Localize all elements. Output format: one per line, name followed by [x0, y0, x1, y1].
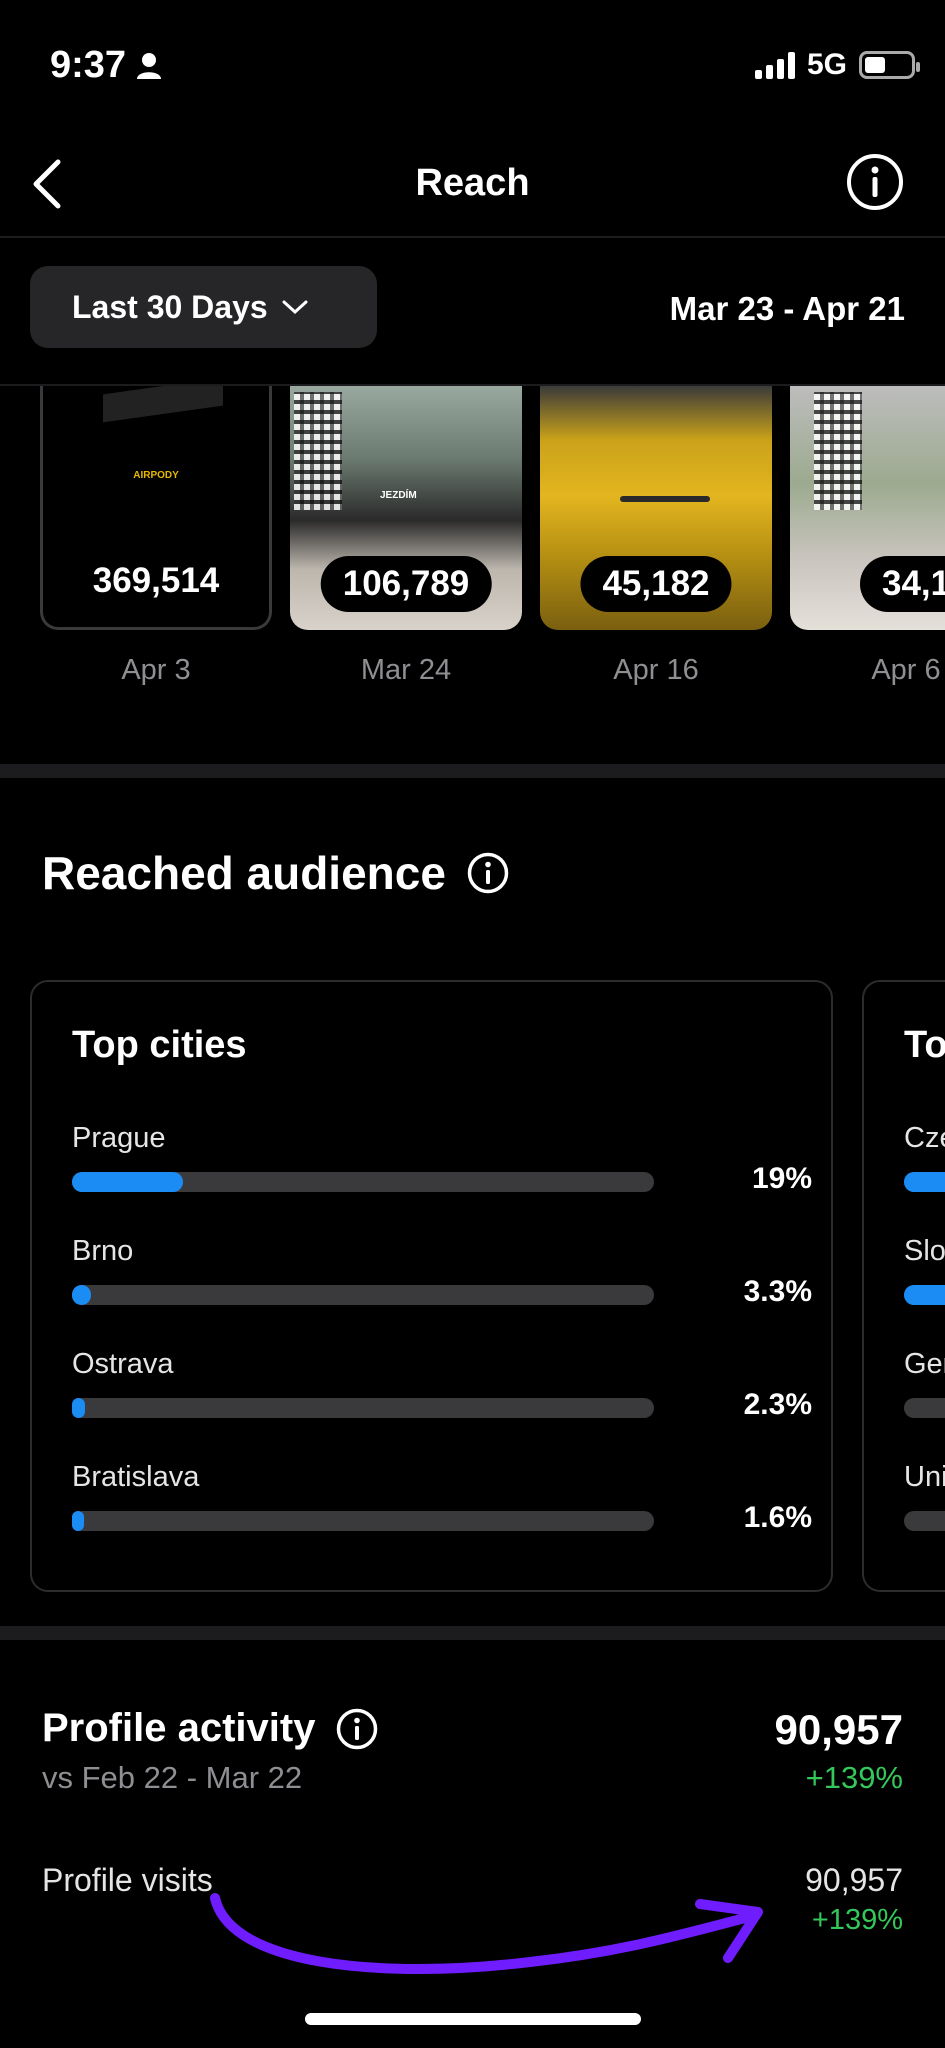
country-bar-fill	[904, 1285, 945, 1305]
country-bar-track	[904, 1285, 945, 1305]
thumbnail-card[interactable]: AIRPODY 369,514	[40, 386, 272, 630]
network-label: 5G	[806, 48, 847, 81]
profile-visits-value: 90,957	[805, 1862, 903, 1898]
top-cities-card: Top cities Prague 19% Brno 3.3% Ostrava …	[30, 980, 833, 1592]
person-icon	[137, 52, 162, 79]
city-label: Ostrava	[72, 1348, 174, 1380]
thumbnail-date: Apr 16	[613, 654, 699, 686]
city-label: Brno	[72, 1235, 134, 1267]
card-title: Top cities	[72, 1024, 247, 1066]
city-row: Brno 3.3%	[72, 1235, 812, 1308]
content-thumbnails: AIRPODY 369,514 Apr 3 JEZDÍM 106,789 Mar…	[0, 384, 945, 704]
city-label: Bratislava	[72, 1461, 200, 1493]
city-label: Prague	[72, 1122, 166, 1154]
profile-activity-total: 90,957	[774, 1706, 903, 1753]
profile-visits-change: +139%	[811, 1904, 903, 1936]
home-indicator[interactable]	[305, 2013, 641, 2025]
comparison-period: vs Feb 22 - Mar 22	[42, 1760, 303, 1795]
country-label: Cze	[904, 1122, 945, 1154]
profile-activity-title: Profile activity	[42, 1706, 379, 1751]
city-bar-track	[72, 1398, 654, 1418]
thumbnail-date: Mar 24	[360, 654, 452, 686]
country-row: Cze	[904, 1122, 945, 1192]
section-divider	[0, 1626, 945, 1640]
card-title: To	[904, 1024, 945, 1066]
city-bar-fill	[72, 1398, 86, 1418]
city-value: 1.6%	[743, 1501, 812, 1534]
thumbnail-card[interactable]: JEZDÍM 106,789	[290, 386, 522, 630]
country-bar-track	[904, 1172, 945, 1192]
city-row: Bratislava 1.6%	[72, 1461, 812, 1534]
page-title: Reach	[415, 162, 530, 204]
filter-row: Last 30 Days Mar 23 - Apr 21	[0, 266, 945, 350]
qr-code-image	[814, 392, 862, 510]
top-countries-card[interactable]: To Cze Slo Ger Uni	[862, 980, 945, 1592]
city-bar-fill	[72, 1172, 183, 1192]
thumbnail-date: Apr 3	[121, 654, 191, 686]
city-bar-track	[72, 1172, 654, 1192]
info-icon[interactable]	[466, 851, 510, 895]
status-right: 5G	[754, 48, 920, 82]
reached-audience-title: Reached audience	[42, 846, 510, 900]
thumbnail-count: 369,514	[92, 561, 220, 600]
nav-bar: Reach	[0, 130, 945, 238]
status-bar: 9:37 5G	[0, 0, 945, 130]
city-bar-fill	[72, 1285, 92, 1305]
period-dropdown[interactable]: Last 30 Days	[30, 266, 377, 348]
country-bar-track	[904, 1511, 945, 1531]
chevron-left-icon[interactable]	[20, 154, 80, 214]
city-row: Prague 19%	[72, 1122, 812, 1195]
thumbnail-date: Apr 6	[871, 654, 941, 686]
section-divider	[0, 764, 945, 778]
city-value: 2.3%	[743, 1388, 812, 1421]
country-label: Ger	[904, 1348, 945, 1380]
country-label: Slo	[904, 1235, 945, 1267]
country-bar-track	[904, 1398, 945, 1418]
qr-code-image	[294, 392, 342, 510]
city-bar-track	[72, 1285, 654, 1305]
thumbnail-caption: AIRPODY	[133, 470, 179, 481]
city-value: 19%	[751, 1162, 812, 1195]
car-badge	[620, 496, 710, 502]
country-row: Slo	[904, 1235, 945, 1305]
period-label: Last 30 Days	[72, 288, 268, 325]
thumbnail-count: 45,182	[580, 556, 732, 612]
battery-fill	[865, 57, 885, 73]
date-range: Mar 23 - Apr 21	[669, 290, 905, 327]
chevron-down-icon	[282, 300, 308, 315]
country-row: Uni	[904, 1461, 945, 1531]
battery-icon	[859, 51, 920, 79]
city-value: 3.3%	[743, 1275, 812, 1308]
thumbnail-count: 34,19	[860, 556, 945, 612]
thumbnail-card[interactable]: 34,19	[790, 386, 945, 630]
city-bar-track	[72, 1511, 654, 1531]
city-row: Ostrava 2.3%	[72, 1348, 812, 1421]
thumbnail-card[interactable]: 45,182	[540, 386, 772, 630]
signal-icon	[754, 51, 795, 79]
country-row: Ger	[904, 1348, 945, 1418]
info-icon[interactable]	[845, 152, 905, 212]
info-icon[interactable]	[335, 1707, 379, 1751]
country-bar-fill	[904, 1172, 945, 1192]
thumbnail-count: 106,789	[320, 556, 492, 612]
status-time: 9:37	[50, 44, 162, 87]
thumbnail-caption: JEZDÍM	[380, 490, 417, 501]
thumbnail-image	[103, 386, 223, 423]
profile-activity-change: +139%	[805, 1760, 903, 1795]
country-label: Uni	[904, 1461, 945, 1493]
annotation-arrow-icon	[210, 1893, 763, 1975]
city-bar-fill	[72, 1511, 84, 1531]
profile-visits-label[interactable]: Profile visits	[42, 1862, 213, 1898]
